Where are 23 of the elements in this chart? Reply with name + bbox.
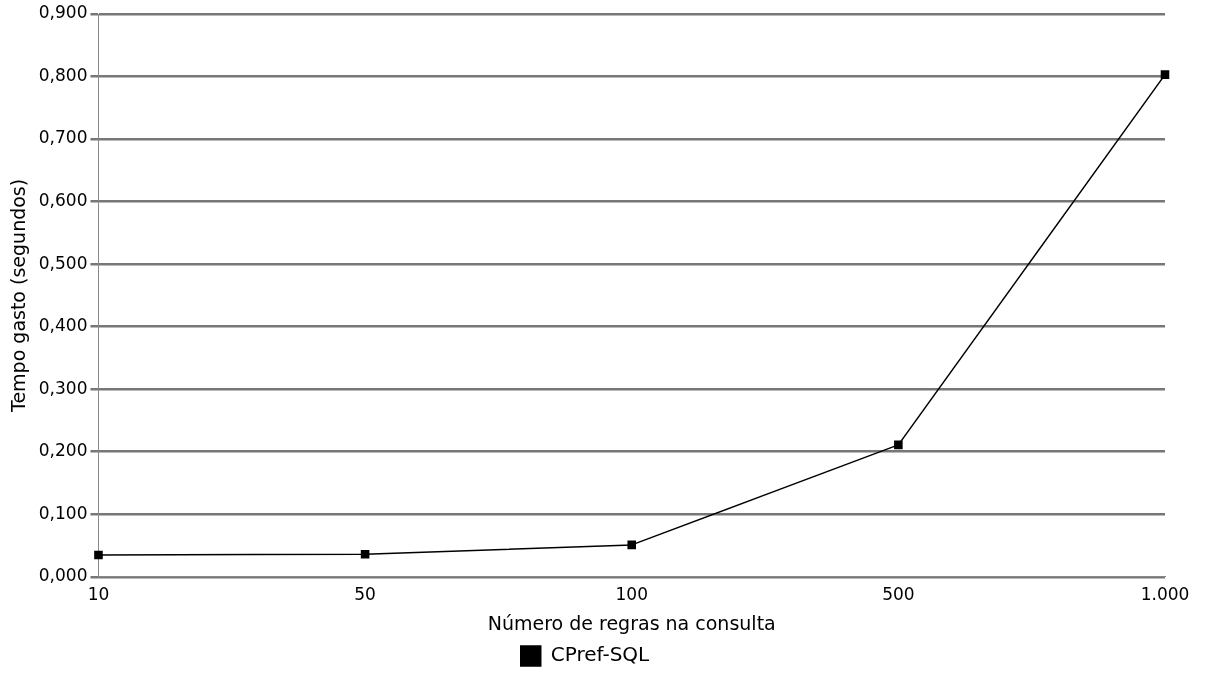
y-tick-label: 0,000 [38, 565, 88, 586]
y-tick-label: 0,100 [38, 502, 88, 523]
y-tick-label: 0,400 [38, 315, 88, 336]
y-tick-label: 0,500 [38, 252, 88, 273]
y-tick-label: 0,900 [38, 2, 88, 23]
point [1160, 70, 1170, 79]
x-axis-title: Número de regras na consulta [487, 611, 776, 634]
y-tick-label: 0,700 [38, 127, 88, 148]
x-tick-label: 10 [87, 584, 110, 605]
legend-label: CPref-SQL [550, 642, 651, 667]
point [627, 540, 637, 550]
point [360, 550, 370, 559]
y-tick-label: 0,200 [38, 440, 88, 461]
point [94, 550, 103, 560]
x-tick-label: 1.000 [1140, 584, 1190, 605]
x-tick-label: 500 [882, 584, 915, 605]
y-tick-label: 0,300 [38, 377, 88, 398]
point [894, 440, 903, 450]
y-tick-label: 0,600 [38, 190, 88, 211]
x-tick-label: 100 [615, 584, 648, 605]
x-tick-label: 50 [354, 584, 376, 605]
y-tick-label: 0,800 [38, 64, 88, 85]
y-axis-title: Tempo gasto (segundos) [7, 178, 30, 413]
